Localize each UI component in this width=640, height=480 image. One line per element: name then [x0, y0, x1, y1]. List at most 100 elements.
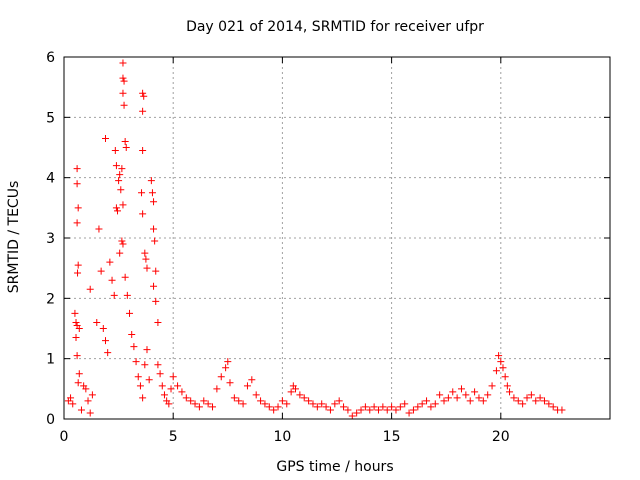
y-tick-label: 6 [46, 50, 55, 66]
data-point [423, 397, 431, 405]
data-point [222, 364, 230, 372]
data-point [549, 403, 557, 411]
data-point [74, 204, 82, 212]
data-point [74, 379, 82, 387]
data-point [112, 162, 120, 170]
data-point [139, 394, 147, 402]
data-point [73, 352, 81, 360]
data-point [139, 147, 147, 155]
data-point [235, 397, 243, 405]
data-point [139, 107, 147, 115]
data-point [357, 406, 365, 414]
data-point [128, 331, 136, 339]
data-point [106, 258, 114, 266]
y-tick-label: 0 [46, 412, 55, 428]
data-point [136, 382, 144, 390]
data-point [74, 269, 82, 277]
data-point [374, 406, 382, 414]
data-point [140, 92, 148, 100]
data-point [151, 237, 159, 245]
data-point [154, 361, 162, 369]
data-point [335, 397, 343, 405]
data-point [527, 391, 535, 399]
data-point [167, 385, 175, 393]
data-point [366, 406, 374, 414]
data-point [160, 391, 168, 399]
data-point [121, 137, 129, 145]
data-point [110, 291, 118, 299]
data-point [123, 291, 131, 299]
data-point [143, 264, 151, 272]
data-point [104, 349, 112, 357]
data-point [519, 400, 527, 408]
data-point [492, 367, 500, 375]
x-tick-label: 0 [60, 429, 69, 445]
data-point [213, 385, 221, 393]
data-point [119, 74, 127, 82]
data-point [134, 373, 142, 381]
data-point [67, 394, 75, 402]
data-point [257, 397, 265, 405]
data-point [139, 89, 147, 97]
data-point [115, 177, 123, 185]
plot-frame [63, 56, 611, 420]
y-tick-label: 3 [46, 231, 55, 247]
data-point [191, 400, 199, 408]
data-point [305, 397, 313, 405]
data-point [178, 388, 186, 396]
data-point [313, 403, 321, 411]
data-point [120, 77, 128, 85]
data-point [318, 400, 326, 408]
data-point [209, 403, 217, 411]
data-point [383, 406, 391, 414]
data-point [93, 318, 101, 326]
data-point [497, 358, 505, 366]
data-point [309, 400, 317, 408]
data-point [99, 325, 107, 332]
data-point [361, 403, 369, 411]
data-point [152, 297, 160, 305]
x-tick-label: 20 [492, 429, 510, 445]
data-point [457, 385, 465, 393]
data-point [148, 189, 156, 197]
data-point [558, 406, 566, 414]
data-point [462, 391, 470, 399]
data-point [154, 318, 162, 326]
data-point [121, 273, 129, 281]
data-point [84, 397, 92, 405]
data-point [466, 397, 474, 405]
data-point [143, 346, 151, 354]
data-point [158, 382, 166, 390]
data-point [523, 394, 531, 402]
data-point [119, 201, 127, 209]
data-point [73, 219, 81, 227]
data-point [114, 207, 122, 215]
data-point [86, 285, 94, 293]
data-point [370, 403, 378, 411]
data-point [130, 343, 138, 351]
data-point [108, 276, 116, 284]
data-point [440, 397, 448, 405]
data-point [75, 370, 83, 378]
data-point [119, 59, 127, 67]
data-point [265, 403, 273, 411]
data-point [69, 400, 77, 408]
data-points [64, 59, 566, 420]
data-point [501, 373, 509, 381]
data-point [409, 406, 417, 414]
data-point [82, 385, 90, 393]
data-point [147, 177, 155, 185]
data-point [111, 147, 119, 155]
data-point [119, 89, 127, 97]
data-point [536, 394, 544, 402]
data-point [252, 391, 260, 399]
data-point [187, 397, 195, 405]
data-point [396, 403, 404, 411]
data-point [118, 165, 126, 173]
data-point [73, 180, 81, 188]
data-point [444, 394, 452, 402]
data-point [326, 406, 334, 414]
data-point [449, 388, 457, 396]
data-point [77, 406, 85, 414]
